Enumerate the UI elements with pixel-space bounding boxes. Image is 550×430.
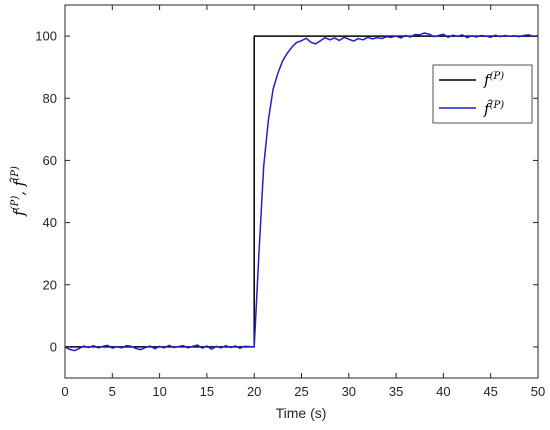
x-tick-label: 15 [200,384,214,399]
x-tick-label: 50 [531,384,545,399]
y-tick-label: 0 [50,339,57,354]
x-tick-label: 5 [109,384,116,399]
plot-area [65,5,538,378]
y-tick-label: 40 [43,215,57,230]
y-tick-label: 100 [35,29,57,44]
x-tick-label: 0 [61,384,68,399]
series-layer [64,32,539,352]
y-tick-label: 20 [43,277,57,292]
legend-box [432,64,533,124]
y-axis-label: f(P), f̂(P) [10,166,28,217]
x-tick-label: 10 [152,384,166,399]
series-line-fhat [64,32,539,352]
legend: f(P) f̂(P) [432,64,533,124]
y-tick-label: 80 [43,91,57,106]
x-tick-label: 20 [247,384,261,399]
x-tick-label: 30 [342,384,356,399]
svg-text:f(P), f̂(P): f(P), f̂(P) [10,166,28,217]
x-tick-label: 35 [389,384,403,399]
x-tick-label: 40 [436,384,450,399]
x-tick-label: 25 [294,384,308,399]
x-tick-label: 45 [483,384,497,399]
y-tick-label: 60 [43,153,57,168]
ticks-layer: 0 5 10 15 20 25 30 35 40 45 50 0 20 40 60 80 100 [35,5,545,399]
x-axis-label: Time (s) [276,405,327,421]
